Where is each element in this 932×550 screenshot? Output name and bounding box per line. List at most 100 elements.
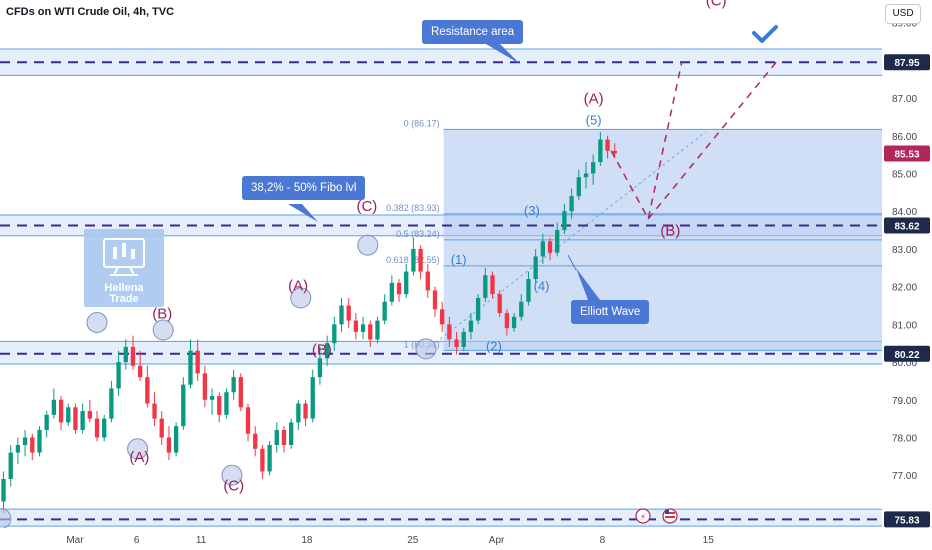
x-tick-label-2: 11 — [196, 535, 207, 546]
y-tick-label-10: 87.00 — [892, 94, 917, 105]
candle-6 — [44, 414, 49, 430]
price-label-2: 83.62 — [894, 222, 919, 233]
candle-35 — [253, 433, 258, 449]
candle-30 — [217, 396, 222, 415]
x-axis-background — [0, 528, 932, 550]
price-label-3: 80.22 — [894, 350, 919, 361]
candle-24 — [173, 426, 179, 453]
candle-85 — [612, 150, 617, 154]
x-tick-label-3: 18 — [301, 535, 313, 546]
x-tick-label-1: 6 — [134, 535, 140, 546]
candle-59 — [425, 271, 430, 291]
candle-13 — [94, 418, 100, 438]
candle-45 — [324, 343, 330, 359]
candle-21 — [152, 403, 157, 419]
x-tick-label-6: 8 — [600, 535, 606, 546]
candle-27 — [195, 350, 200, 374]
resistance-callout[interactable]: Resistance area — [422, 20, 524, 44]
candle-40 — [289, 422, 294, 446]
y-tick-label-8: 85.00 — [892, 169, 917, 180]
candle-44 — [317, 358, 323, 378]
fibo-callout[interactable]: 38,2% - 50% Fibo lvl — [242, 176, 366, 200]
candle-79 — [569, 196, 574, 212]
candle-42 — [303, 403, 308, 419]
candle-74 — [533, 256, 538, 280]
candle-29 — [209, 396, 215, 400]
candle-2 — [15, 445, 21, 453]
wave-label-13: (C) — [223, 477, 244, 494]
fib-label-0: 0 (86.17) — [404, 118, 440, 128]
price-label-1: 85.53 — [894, 149, 919, 160]
candle-3 — [22, 437, 28, 446]
pivot-circle-0 — [86, 311, 108, 333]
wave-label-4: (3) — [524, 203, 540, 218]
wave-label-5: (B) — [660, 223, 680, 240]
lightning-icon — [635, 508, 651, 524]
dashed-levels-layer — [0, 61, 882, 521]
hellena-trade-logo: Hellena Trade — [84, 229, 164, 307]
wave-label-2: (5) — [586, 112, 602, 127]
candle-69 — [497, 294, 502, 314]
elliott-callout[interactable]: Elliott Wave — [571, 300, 650, 324]
y-axis[interactable]: 77.00 78.00 79.00 80.00 81.00 82.00 83.00 84.00… — [882, 0, 932, 550]
currency-selector[interactable]: USD — [885, 4, 921, 24]
price-label-box-1 — [884, 145, 930, 162]
wave-label-8: (A) — [288, 277, 308, 294]
event-icons[interactable]: ⚡ — [635, 508, 678, 524]
candle-4 — [30, 437, 35, 453]
price-label-box-0 — [884, 54, 930, 71]
candle-66 — [475, 297, 481, 321]
candle-34 — [245, 407, 251, 434]
y-tick-label-5: 82.00 — [892, 283, 917, 294]
candle-56 — [404, 271, 409, 295]
candle-1 — [8, 452, 13, 479]
y-tick-label-3: 80.00 — [892, 358, 917, 369]
candle-38 — [274, 429, 279, 446]
projection-path-0 — [610, 62, 683, 221]
x-axis[interactable]: Mar 6 11 18 25 Apr 8 15 — [0, 528, 932, 550]
candle-5 — [37, 429, 42, 453]
candle-36 — [260, 448, 265, 472]
candle-32 — [231, 377, 236, 393]
price-labels-layer: 87.95 85.53 83.62 80.22 75.83 — [884, 54, 930, 528]
pivot-circle-1 — [152, 319, 174, 341]
candle-65 — [468, 320, 474, 332]
candle-58 — [418, 248, 423, 272]
wave-label-0: (C) — [706, 0, 727, 10]
candle-22 — [159, 418, 164, 438]
candle-37 — [267, 445, 272, 472]
candle-46 — [332, 324, 337, 344]
pivot-circle-5 — [357, 234, 379, 256]
candle-15 — [109, 388, 114, 419]
candle-48 — [346, 305, 351, 321]
price-label-4: 75.83 — [894, 515, 919, 526]
candle-19 — [137, 365, 143, 378]
candle-84 — [605, 139, 610, 151]
candle-20 — [145, 377, 150, 404]
candle-62 — [447, 324, 452, 340]
wave-label-1: (A) — [584, 91, 604, 108]
candle-49 — [353, 320, 359, 332]
candle-47 — [339, 305, 344, 325]
price-label-box-4 — [884, 511, 930, 528]
candle-10 — [73, 407, 78, 430]
monitor-chart-icon — [103, 238, 145, 276]
callout-pointers — [288, 44, 600, 300]
price-label-0: 87.95 — [894, 58, 919, 69]
wave-label-9: (B) — [152, 306, 172, 323]
candle-81 — [583, 173, 589, 178]
x-tick-label-5: Apr — [489, 535, 505, 546]
svg-text:⚡: ⚡ — [640, 513, 646, 523]
candle-16 — [116, 362, 121, 389]
pivot-circles-layer — [0, 234, 437, 530]
candle-8 — [58, 399, 64, 423]
candle-82 — [591, 162, 596, 174]
candle-11 — [80, 411, 85, 430]
wave-label-11: (B) — [312, 342, 332, 359]
y-tick-label-1: 78.00 — [892, 433, 917, 444]
pivot-circle-3 — [221, 464, 243, 486]
y-tick-label-2: 79.00 — [892, 396, 917, 407]
candle-78 — [562, 211, 567, 231]
candle-17 — [123, 346, 128, 363]
